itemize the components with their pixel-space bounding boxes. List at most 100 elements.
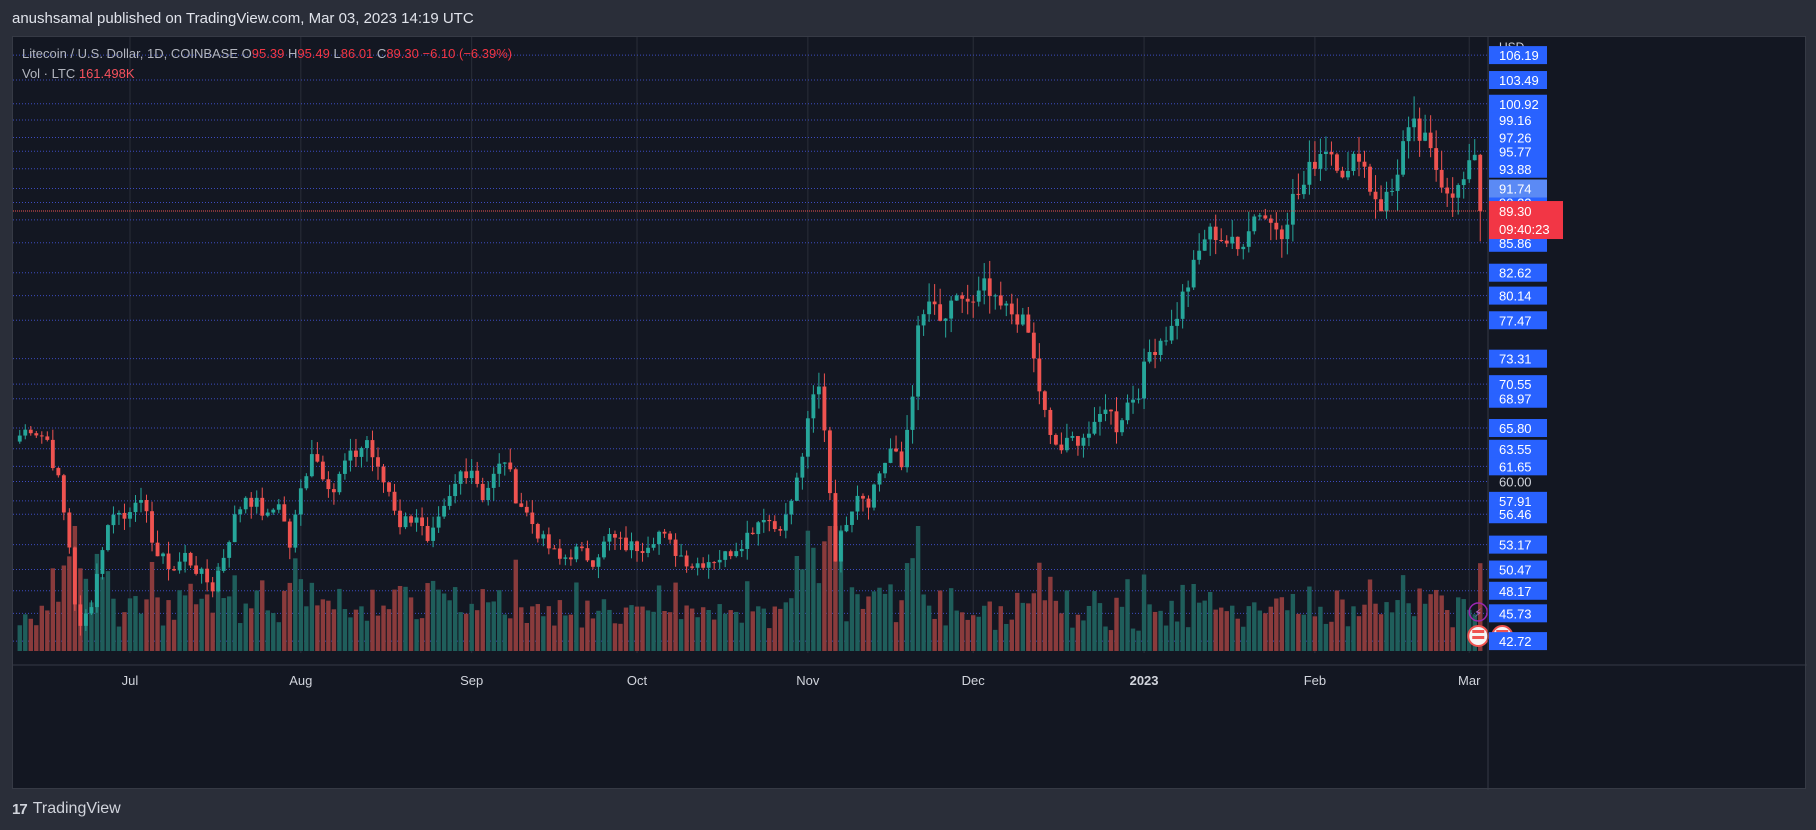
volume-bar <box>1169 600 1174 651</box>
close-value: 89.30 <box>386 46 419 61</box>
price-tag-box <box>1489 128 1547 147</box>
volume-bar <box>238 623 243 651</box>
candle-body <box>767 519 772 522</box>
volume-bar <box>474 610 480 651</box>
tradingview-logo-icon: 17 <box>12 800 28 818</box>
candlestick-chart[interactable]: ⚡USD42.7245.7348.1750.4753.1756.4657.916… <box>13 37 1807 790</box>
volume-bar <box>463 613 469 651</box>
volume-label[interactable]: Vol · LTC <box>22 66 76 81</box>
candle-body <box>72 547 77 605</box>
candle-body <box>260 497 265 516</box>
candle-body <box>249 497 254 507</box>
candle-body <box>657 531 661 545</box>
lightning-event-icon[interactable] <box>1468 602 1488 622</box>
chart-frame[interactable]: ⚡USD42.7245.7348.1750.4753.1756.4657.916… <box>12 36 1807 790</box>
volume-bar <box>298 579 304 651</box>
candle-body <box>524 506 529 513</box>
candle-body <box>1439 169 1444 188</box>
candle-body <box>1120 420 1124 433</box>
candle-body <box>1153 352 1158 356</box>
volume-bar <box>656 585 662 651</box>
candle-body <box>50 439 55 469</box>
candle-body <box>1384 191 1389 212</box>
candle-body <box>1142 361 1146 399</box>
candle-body <box>61 475 66 513</box>
volume-bar <box>348 617 353 651</box>
volume-bar <box>976 616 981 651</box>
candle-body <box>596 557 601 567</box>
candle-body <box>701 563 706 568</box>
volume-bar <box>1213 609 1218 651</box>
volume-bar <box>1185 627 1191 651</box>
candle-body <box>155 542 160 557</box>
high-label: H <box>287 46 298 61</box>
volume-bar <box>1158 610 1163 651</box>
volume-bar <box>304 606 309 651</box>
candle-body <box>778 529 783 531</box>
candle-body <box>861 495 865 499</box>
volume-bar <box>987 601 992 651</box>
volume-bar <box>61 565 67 651</box>
candle-body <box>1263 215 1268 219</box>
candle-body <box>590 560 595 567</box>
volume-bar <box>1373 603 1378 651</box>
volume-bar <box>734 611 739 651</box>
price-tag-box <box>1489 263 1547 282</box>
volume-bar <box>993 629 998 651</box>
volume-bar <box>1119 606 1125 651</box>
volume-bar <box>469 603 474 651</box>
candle-body <box>679 555 684 557</box>
volume-bar <box>1163 625 1169 651</box>
volume-bar <box>320 599 326 651</box>
volume-bar <box>243 603 248 651</box>
candle-body <box>568 557 573 560</box>
volume-bar <box>645 610 651 651</box>
volume-bar <box>1235 618 1240 651</box>
volume-bar <box>282 590 287 651</box>
symbol-label[interactable]: Litecoin / U.S. Dollar, 1D, COINBASE <box>22 46 239 61</box>
candle-body <box>993 295 998 297</box>
volume-bar <box>1356 616 1362 651</box>
candle-body <box>1329 151 1334 155</box>
volume-bar <box>414 619 419 651</box>
volume-bar <box>337 588 342 651</box>
volume-bar <box>364 620 370 651</box>
candle-body <box>1285 224 1290 240</box>
volume-bar <box>447 600 452 651</box>
candle-body <box>1274 222 1279 230</box>
volume-bar <box>838 530 844 651</box>
price-axis-label: 77.47 <box>1499 313 1532 328</box>
candle-body <box>183 552 188 562</box>
candle-body <box>872 484 876 508</box>
candle-body <box>172 569 177 571</box>
candle-body <box>486 487 491 501</box>
candle-body <box>348 450 353 461</box>
candle-body <box>287 521 292 548</box>
candle-body <box>844 524 849 532</box>
volume-bar <box>177 590 182 651</box>
candle-body <box>822 386 827 431</box>
price-axis-label: 48.17 <box>1499 584 1532 599</box>
price-tag-box <box>1489 94 1547 113</box>
candle-body <box>436 516 441 528</box>
candle-body <box>982 278 987 291</box>
candle-body <box>320 461 325 480</box>
price-tag-box <box>1489 46 1547 65</box>
volume-bar <box>932 618 937 651</box>
candle-body <box>635 541 639 552</box>
candle-body <box>1456 185 1461 198</box>
price-axis-label: 73.31 <box>1499 352 1532 367</box>
volume-value: 161.498K <box>78 66 135 81</box>
candle-body <box>359 448 364 457</box>
volume-bar <box>215 566 221 651</box>
candle-body <box>199 568 204 574</box>
flag-stripe <box>1472 630 1485 633</box>
volume-bar <box>1114 597 1119 651</box>
candle-body <box>1362 161 1367 167</box>
volume-bar <box>1455 597 1461 651</box>
volume-bar <box>1174 621 1180 651</box>
price-tag-box <box>1489 535 1547 554</box>
candle-body <box>954 295 959 301</box>
candle-body <box>128 512 132 519</box>
